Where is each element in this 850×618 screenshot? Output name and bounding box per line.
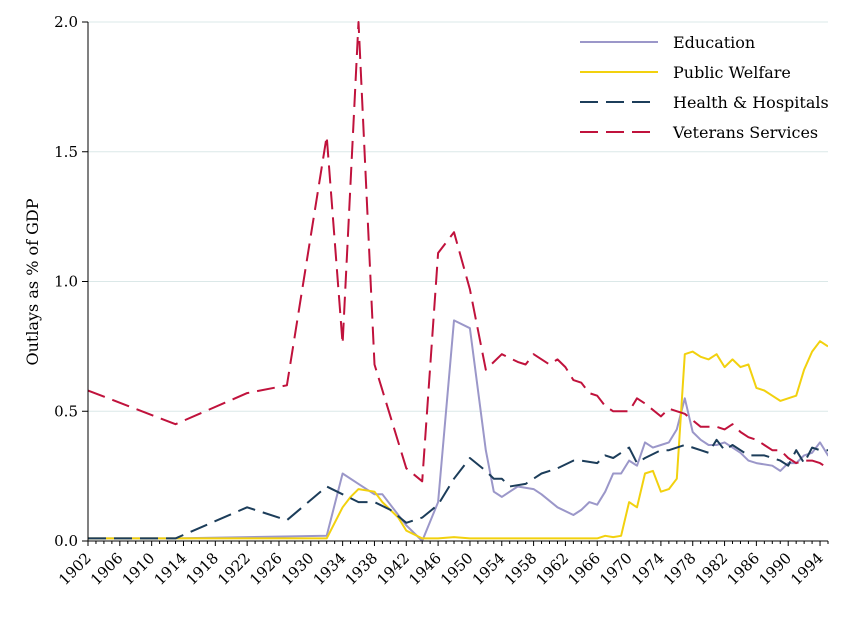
x-tick-label: 1958 [501,549,541,589]
y-tick-label: 0.5 [54,402,78,420]
x-tick-label: 1910 [119,549,159,589]
x-tick-label: 1942 [373,549,413,589]
y-tick-label: 1.5 [54,143,78,161]
x-tick-label: 1914 [151,549,191,589]
y-tick-label: 0.0 [54,532,78,550]
x-tick-label: 1930 [278,549,318,589]
x-tick-label: 1946 [405,549,445,589]
x-tick-label: 1966 [564,549,604,589]
x-tick-label: 1978 [660,549,700,589]
y-axis-title: Outlays as % of GDP [23,198,42,365]
y-tick-label: 1.0 [54,273,78,291]
x-tick-label: 1934 [310,549,350,589]
x-axis-ticks: 1902190619101914191819221926193019341938… [55,541,829,589]
legend-label: Veterans Services [672,123,818,142]
x-tick-label: 1902 [55,549,95,589]
gridlines [88,21,828,412]
x-tick-label: 1938 [342,549,382,589]
x-tick-label: 1970 [596,549,636,589]
x-tick-label: 1990 [755,549,795,589]
x-tick-label: 1982 [692,549,732,589]
series-line-veterans-services [88,21,828,483]
series-line-public-welfare [88,340,828,540]
x-tick-label: 1994 [787,549,827,589]
legend: Education Public Welfare Health & Hospital… [580,33,829,142]
y-tick-label: 2.0 [54,13,78,31]
series-line-education [88,319,828,541]
legend-label: Education [673,33,755,52]
x-tick-label: 1974 [628,549,668,589]
x-tick-label: 1906 [87,549,127,589]
x-tick-label: 1986 [723,549,763,589]
x-tick-label: 1926 [246,549,286,589]
x-tick-label: 1918 [182,549,222,589]
y-axis-ticks: 0.0 0.5 1.0 1.5 2.0 [54,13,88,550]
legend-label: Health & Hospitals [673,93,829,112]
x-tick-label: 1954 [469,549,509,589]
x-tick-label: 1962 [533,549,573,589]
series-line-health-hospitals [88,438,828,540]
x-tick-label: 1950 [437,549,477,589]
series-lines [88,21,828,541]
x-tick-label: 1922 [214,549,254,589]
legend-label: Public Welfare [673,63,791,82]
